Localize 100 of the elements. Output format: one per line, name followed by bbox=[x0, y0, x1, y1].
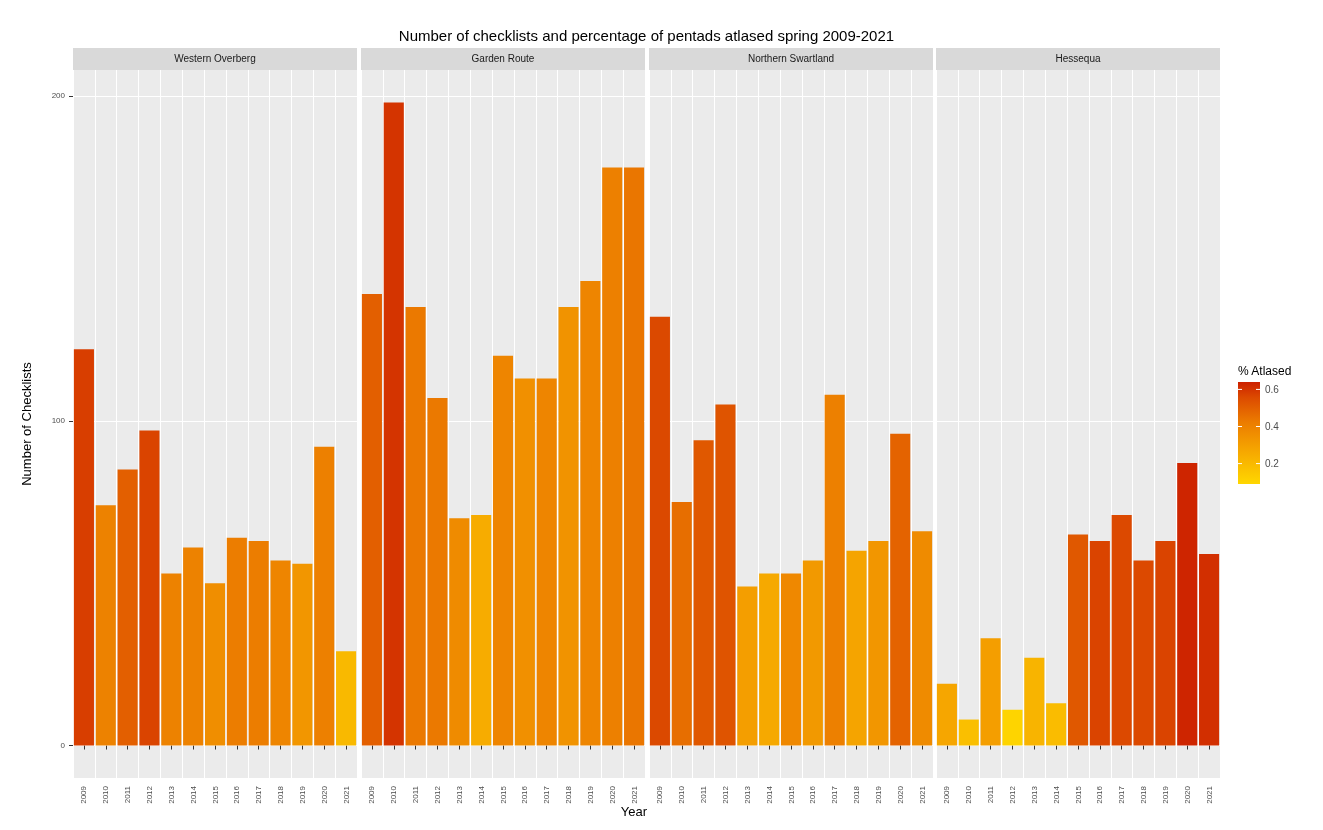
x-tick-label: 2009 bbox=[655, 785, 665, 804]
x-tick-label: 2011 bbox=[986, 785, 996, 804]
x-tick-label: 2015 bbox=[786, 785, 796, 804]
color-bar-title: % Atlased bbox=[1238, 364, 1292, 378]
color-bar-label: 0.4 bbox=[1265, 421, 1280, 433]
x-tick-label: 2019 bbox=[873, 785, 883, 804]
x-tick-label: 2012 bbox=[144, 785, 154, 804]
bar bbox=[671, 501, 692, 746]
x-tick-label: 2021 bbox=[1204, 785, 1214, 804]
x-tick-label: 2018 bbox=[852, 785, 862, 804]
x-tick-label: 2017 bbox=[542, 785, 552, 804]
x-tick-label: 2016 bbox=[808, 785, 818, 804]
bar bbox=[336, 651, 357, 746]
x-tick-label: 2011 bbox=[123, 785, 133, 804]
x-tick-label: 2021 bbox=[341, 785, 351, 804]
x-tick-label: 2010 bbox=[101, 785, 111, 804]
x-tick-label: 2019 bbox=[585, 785, 595, 804]
x-tick-label: 2013 bbox=[166, 785, 176, 804]
bar bbox=[95, 505, 116, 746]
x-tick-label: 2011 bbox=[699, 785, 709, 804]
bar bbox=[361, 294, 382, 746]
bar bbox=[383, 102, 404, 746]
x-tick-label: 2021 bbox=[629, 785, 639, 804]
chart-title: Garden Route bbox=[361, 48, 645, 70]
bar bbox=[868, 540, 889, 746]
bar bbox=[73, 349, 94, 746]
bar bbox=[161, 573, 182, 746]
y-tick-label: 100 bbox=[51, 416, 66, 426]
x-tick-label: 2012 bbox=[432, 785, 442, 804]
x-tick-label: 2014 bbox=[1051, 785, 1061, 804]
bar bbox=[649, 316, 670, 746]
x-tick-label: 2017 bbox=[830, 785, 840, 804]
bar bbox=[936, 683, 957, 746]
x-tick-label: 2016 bbox=[520, 785, 530, 804]
bar bbox=[536, 378, 557, 746]
bar bbox=[1089, 540, 1110, 746]
color-bar-label: 0.2 bbox=[1265, 458, 1280, 470]
x-tick-label: 2013 bbox=[742, 785, 752, 804]
bar bbox=[492, 355, 514, 746]
bar bbox=[314, 446, 335, 746]
bar bbox=[890, 433, 911, 746]
x-tick-label: 2019 bbox=[1160, 785, 1170, 804]
y-axis-title: Number of Checklists bbox=[19, 361, 34, 486]
x-tick-label: 2014 bbox=[476, 785, 486, 804]
x-tick-label: 2010 bbox=[677, 785, 687, 804]
bar bbox=[958, 719, 979, 746]
x-tick-label: 2015 bbox=[1073, 785, 1083, 804]
bar bbox=[558, 307, 579, 746]
x-tick-label: 2020 bbox=[1182, 785, 1192, 804]
bar bbox=[759, 573, 780, 746]
x-tick-label: 2010 bbox=[964, 785, 974, 804]
x-tick-label: 2014 bbox=[188, 785, 198, 804]
bar bbox=[624, 167, 645, 746]
chart-title: Hessequa bbox=[936, 48, 1220, 70]
bar bbox=[183, 547, 204, 746]
bar bbox=[737, 586, 758, 746]
y-tick-label: 200 bbox=[51, 91, 66, 101]
bar bbox=[449, 518, 470, 746]
color-bar-label: 0.6 bbox=[1265, 383, 1280, 395]
x-tick-label: 2012 bbox=[1007, 785, 1017, 804]
x-tick-label: 2009 bbox=[367, 785, 377, 804]
x-tick-label: 2009 bbox=[942, 785, 952, 804]
bar bbox=[514, 378, 535, 746]
bar bbox=[226, 537, 247, 746]
bar bbox=[117, 469, 138, 746]
bar bbox=[139, 430, 160, 746]
chart-title: Northern Swartland bbox=[649, 48, 933, 70]
x-tick-label: 2020 bbox=[607, 785, 617, 804]
bar bbox=[1199, 553, 1220, 746]
x-tick-label: 2015 bbox=[498, 785, 508, 804]
y-tick-label: 0 bbox=[60, 741, 66, 751]
bar bbox=[1067, 534, 1089, 746]
x-tick-label: 2020 bbox=[319, 785, 329, 804]
bar bbox=[846, 550, 867, 746]
bar bbox=[471, 514, 492, 746]
x-tick-label: 2016 bbox=[1095, 785, 1105, 804]
x-tick-label: 2009 bbox=[79, 785, 89, 804]
text: Number of checklists and percentage of pentads atlased spring 2009-2021 bbox=[397, 27, 896, 44]
x-tick-label: 2017 bbox=[1117, 785, 1127, 804]
x-tick-label: 2015 bbox=[210, 785, 220, 804]
x-tick-label: 2011 bbox=[411, 785, 421, 804]
bar bbox=[204, 583, 226, 746]
bar bbox=[1046, 703, 1067, 746]
x-tick-label: 2013 bbox=[1029, 785, 1039, 804]
bar bbox=[1024, 657, 1045, 746]
bar bbox=[802, 560, 823, 746]
bar bbox=[602, 167, 623, 746]
x-tick-label: 2020 bbox=[895, 785, 905, 804]
chart-title: Western Overberg bbox=[73, 48, 357, 70]
x-tick-label: 2017 bbox=[254, 785, 264, 804]
x-axis-title: Year bbox=[619, 804, 647, 819]
x-tick-label: 2021 bbox=[917, 785, 927, 804]
x-tick-label: 2019 bbox=[297, 785, 307, 804]
bar bbox=[780, 573, 802, 746]
bar bbox=[824, 394, 845, 746]
x-tick-label: 2018 bbox=[1139, 785, 1149, 804]
x-tick-label: 2014 bbox=[764, 785, 774, 804]
x-tick-label: 2018 bbox=[564, 785, 574, 804]
x-tick-label: 2018 bbox=[276, 785, 286, 804]
bar bbox=[292, 563, 313, 746]
